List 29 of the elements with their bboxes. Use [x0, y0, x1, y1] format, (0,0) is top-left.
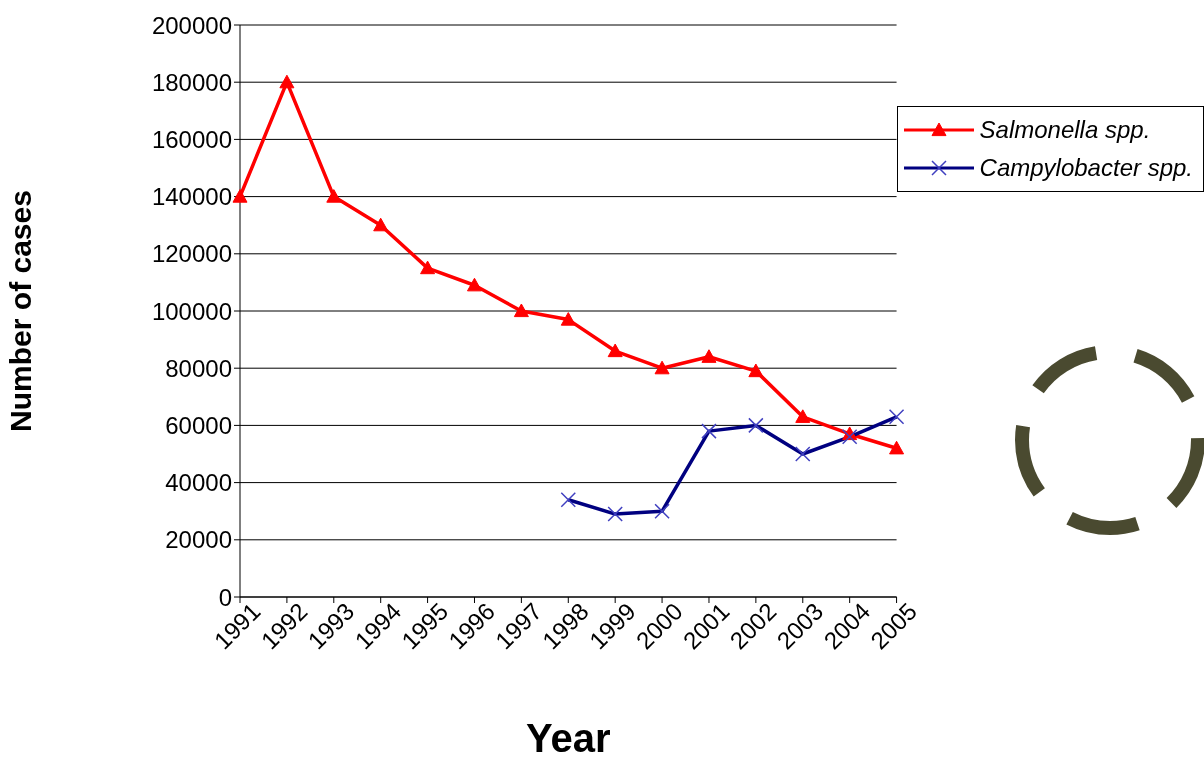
y-tick-label: 0 — [218, 583, 232, 611]
y-tick-label: 160000 — [151, 125, 232, 153]
point — [513, 303, 529, 318]
x-axis-title: Year — [526, 716, 611, 760]
legend-label: Salmonella spp. — [979, 116, 1151, 144]
point — [279, 74, 295, 89]
point — [232, 189, 248, 203]
point — [654, 360, 670, 375]
y-tick-label: 20000 — [165, 526, 232, 554]
y-tick-label: 40000 — [165, 469, 232, 497]
y-tick-label: 200000 — [151, 11, 232, 39]
point — [889, 440, 905, 455]
y-tick-label: 80000 — [165, 354, 232, 382]
point — [748, 363, 764, 378]
point — [326, 189, 342, 203]
y-tick-label: 120000 — [151, 240, 232, 268]
y-tick-label: 180000 — [151, 68, 232, 96]
point — [701, 349, 717, 363]
y-tick-label: 60000 — [165, 411, 232, 439]
point — [795, 409, 811, 423]
y-tick-label: 140000 — [151, 183, 232, 211]
y-tick-label: 100000 — [151, 297, 232, 325]
point — [373, 217, 389, 232]
point — [560, 312, 576, 326]
point — [607, 343, 623, 358]
point — [420, 260, 436, 275]
point — [466, 277, 482, 292]
y-axis-title: Number of cases — [3, 190, 37, 432]
legend-label: Campylobacter spp. — [979, 154, 1193, 182]
